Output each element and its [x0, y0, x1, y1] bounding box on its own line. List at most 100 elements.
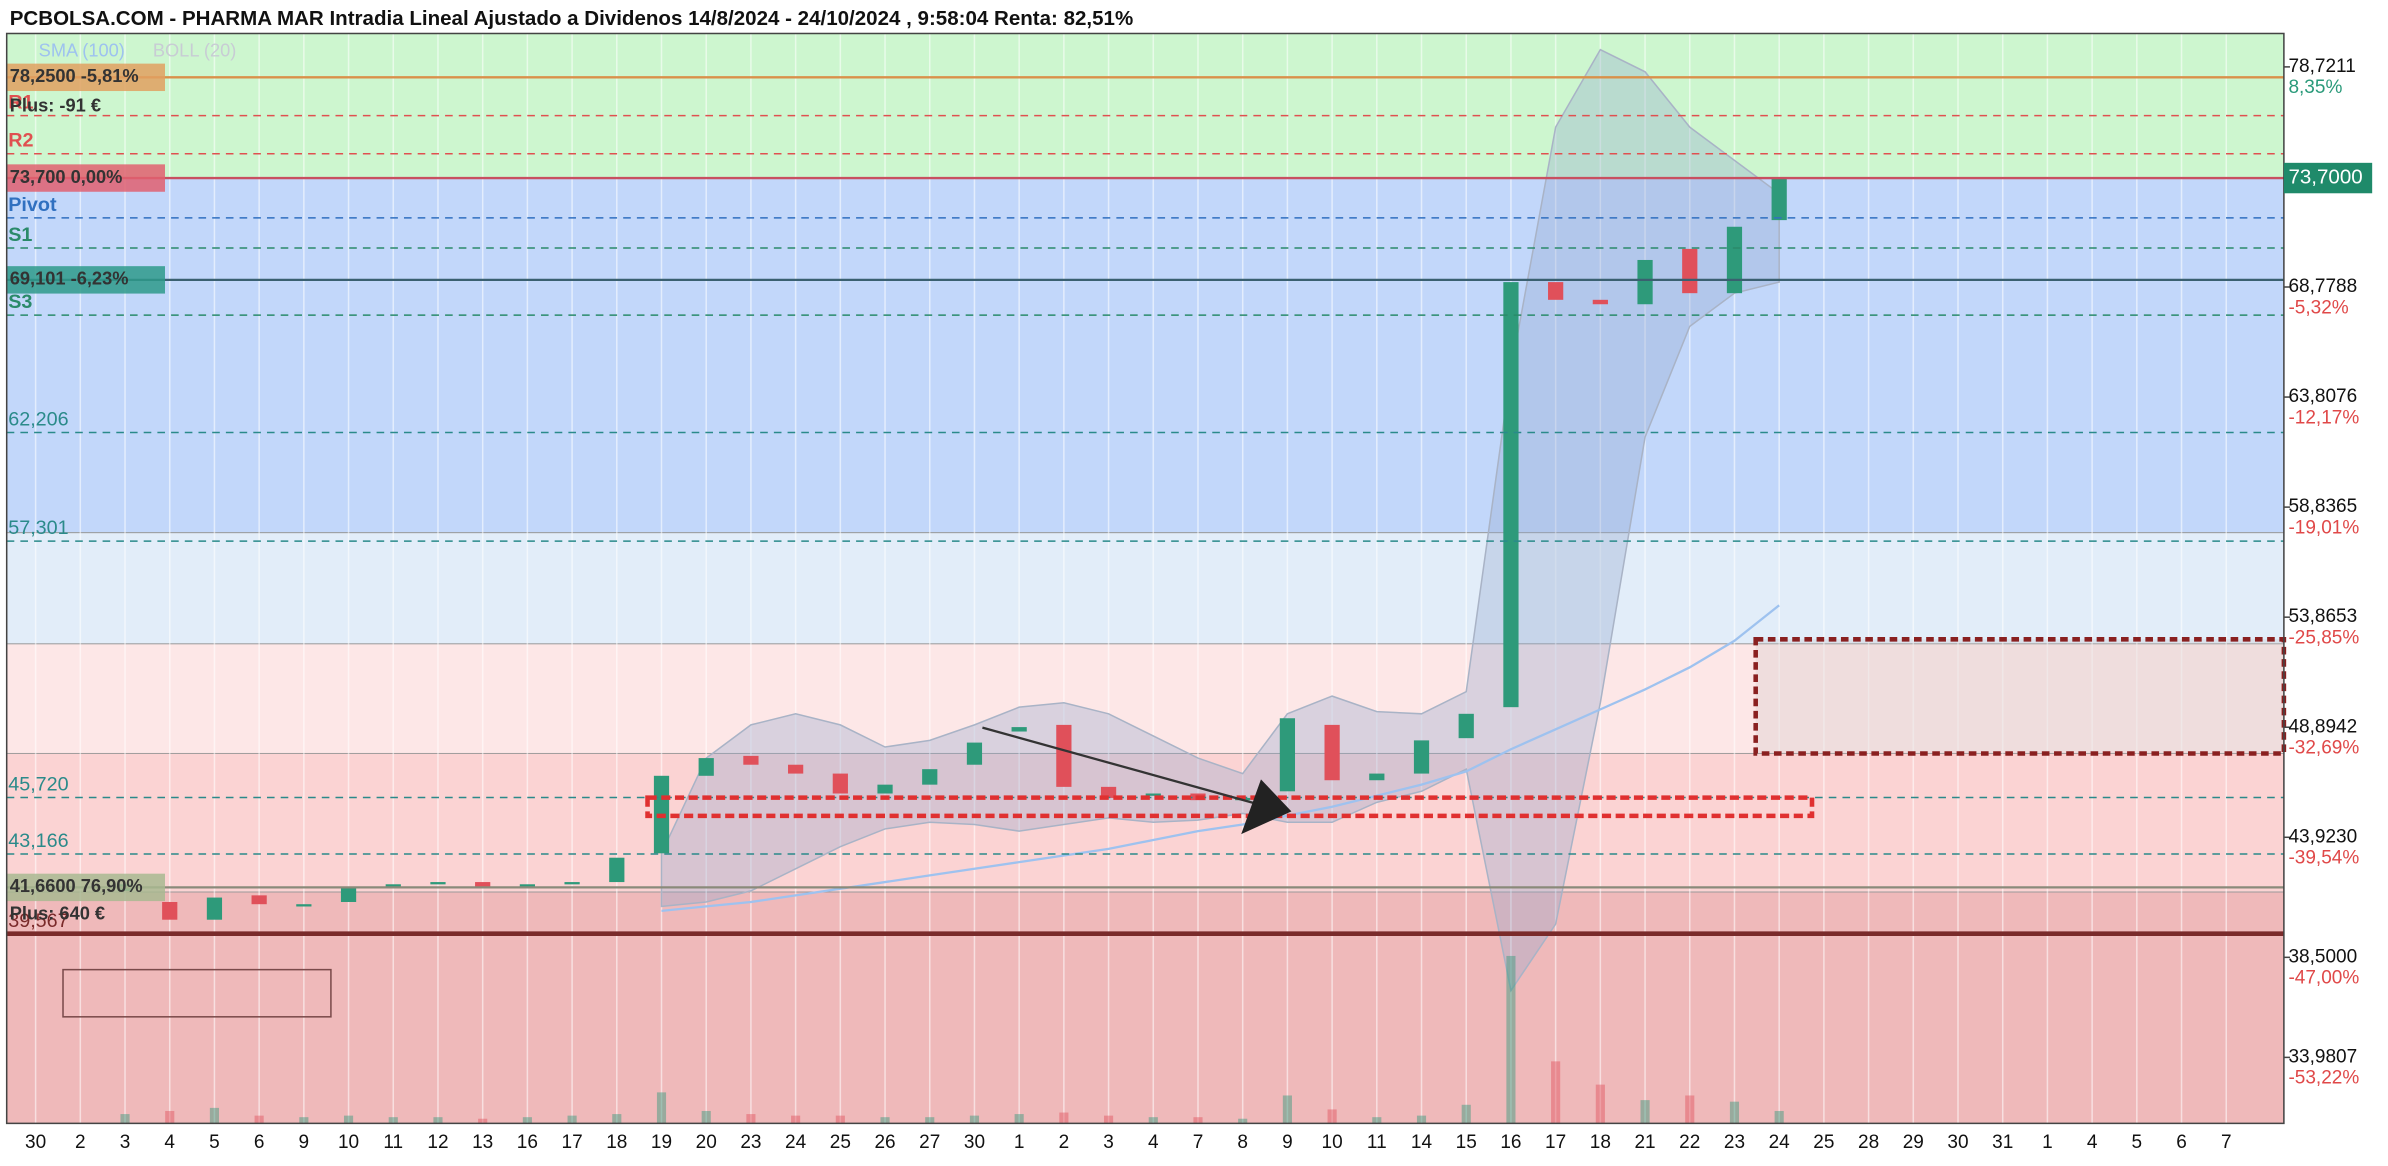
x-tick-label: 20: [696, 1132, 717, 1153]
candle-body: [1548, 282, 1564, 300]
x-tick-label: 14: [1411, 1132, 1433, 1153]
x-tick-label: 7: [2221, 1132, 2232, 1153]
legend-sma: SMA (100): [39, 40, 125, 61]
x-tick-label: 29: [1903, 1132, 1924, 1153]
volume-bar: [656, 1092, 667, 1124]
y-tick-label: 78,7211: [2288, 56, 2355, 77]
candle-body: [385, 884, 401, 887]
candle-body: [788, 764, 804, 774]
volume-bar: [388, 1117, 398, 1124]
candle-body: [743, 755, 759, 765]
volume-bar: [925, 1117, 935, 1124]
x-tick-label: 23: [1724, 1132, 1745, 1153]
y-tick-label: 68,7788: [2288, 276, 2357, 297]
volume-bar: [1148, 1117, 1158, 1124]
x-tick-label: 2: [75, 1132, 86, 1153]
volume-bar: [254, 1115, 264, 1124]
x-tick-label: 30: [964, 1132, 985, 1153]
x-tick-label: 6: [2176, 1132, 2187, 1153]
volume-bar: [1059, 1112, 1069, 1124]
x-tick-label: 4: [164, 1132, 175, 1153]
volume-bar: [120, 1114, 130, 1124]
annotation: Plus: -91 €: [10, 94, 101, 115]
zone: [6, 643, 2285, 754]
volume-bar: [1551, 1061, 1561, 1124]
candle-body: [1369, 773, 1385, 781]
y-tick-label: 48,8942: [2288, 716, 2357, 737]
x-tick-label: 4: [2087, 1132, 2098, 1153]
candle-body: [832, 773, 848, 794]
candle-body: [1458, 713, 1474, 739]
candle-body: [1771, 178, 1787, 221]
volume-bar: [299, 1117, 309, 1124]
candle-body: [251, 895, 267, 905]
candle-body: [1056, 724, 1072, 787]
candle-body: [1145, 793, 1161, 796]
x-tick-label: 12: [427, 1132, 448, 1153]
candle-body: [1324, 724, 1340, 781]
volume-bar: [433, 1117, 443, 1124]
level-tag: [6, 266, 165, 294]
y-tick-pct: -47,00%: [2288, 968, 2359, 989]
x-tick-label: 11: [1367, 1132, 1387, 1153]
level-label: 78,2500 -5,81%: [10, 65, 139, 86]
volume-bar: [835, 1115, 845, 1124]
level-label: 45,720: [8, 774, 68, 796]
level-label: 73,700 0,00%: [10, 166, 123, 187]
volume-bar: [1595, 1084, 1605, 1124]
y-tick-label: 58,8365: [2288, 496, 2357, 517]
x-tick-label: 2: [1059, 1132, 1070, 1153]
candle-body: [1279, 718, 1296, 792]
candle-body: [966, 742, 983, 765]
y-tick-pct: -32,69%: [2288, 738, 2359, 759]
y-tick-label: 63,8076: [2288, 386, 2357, 407]
volume-bar: [880, 1117, 890, 1124]
x-tick-label: 19: [651, 1132, 672, 1153]
candle-body: [1503, 282, 1519, 708]
x-tick-label: 1: [2042, 1132, 2053, 1153]
y-tick-label: 53,8653: [2288, 606, 2357, 627]
volume-bar: [1729, 1101, 1740, 1124]
level-label: S1: [8, 224, 32, 246]
level-label: 41,6600 76,90%: [10, 875, 143, 896]
x-tick-label: 28: [1858, 1132, 1879, 1153]
x-tick-label: 9: [299, 1132, 310, 1153]
candle-body: [1011, 727, 1027, 732]
x-tick-label: 15: [1456, 1132, 1477, 1153]
volume-bar: [1640, 1100, 1650, 1124]
candle-body: [340, 886, 357, 902]
x-tick-label: 31: [1992, 1132, 2013, 1153]
x-tick-label: 8: [1237, 1132, 1248, 1153]
x-tick-label: 7: [1193, 1132, 1204, 1153]
volume-bar: [1416, 1115, 1427, 1124]
support-box: [645, 795, 1815, 819]
x-tick-label: 5: [2132, 1132, 2143, 1153]
volume-bar: [746, 1114, 756, 1124]
volume-bar: [343, 1115, 354, 1124]
level-label: 39,567: [8, 910, 68, 932]
x-tick-label: 11: [383, 1132, 403, 1153]
trend-arrow: [982, 726, 1257, 805]
candle-body: [296, 904, 312, 907]
volume-bar: [1506, 955, 1516, 1124]
x-tick-label: 5: [209, 1132, 220, 1153]
volume-bar: [701, 1110, 711, 1124]
volume-bar: [522, 1117, 532, 1124]
zone: [6, 891, 2285, 1124]
level-label: 62,206: [8, 409, 68, 431]
y-tick-pct: -12,17%: [2288, 407, 2359, 428]
x-tick-label: 24: [1769, 1132, 1791, 1153]
candle-body: [564, 882, 580, 885]
y-tick-pct: -25,85%: [2288, 628, 2359, 649]
gap-box: [1753, 637, 2287, 756]
annotation: Plus: 640 €: [10, 903, 105, 924]
volume-bar: [1282, 1095, 1292, 1124]
y-tick-label: 33,9807: [2288, 1046, 2357, 1067]
y-tick-label: 38,5000: [2288, 946, 2357, 967]
level-tag: [6, 873, 165, 902]
x-tick-label: 18: [1590, 1132, 1611, 1153]
x-tick-label: 10: [338, 1132, 359, 1153]
zone: [6, 532, 2285, 645]
candle-body: [162, 901, 178, 920]
